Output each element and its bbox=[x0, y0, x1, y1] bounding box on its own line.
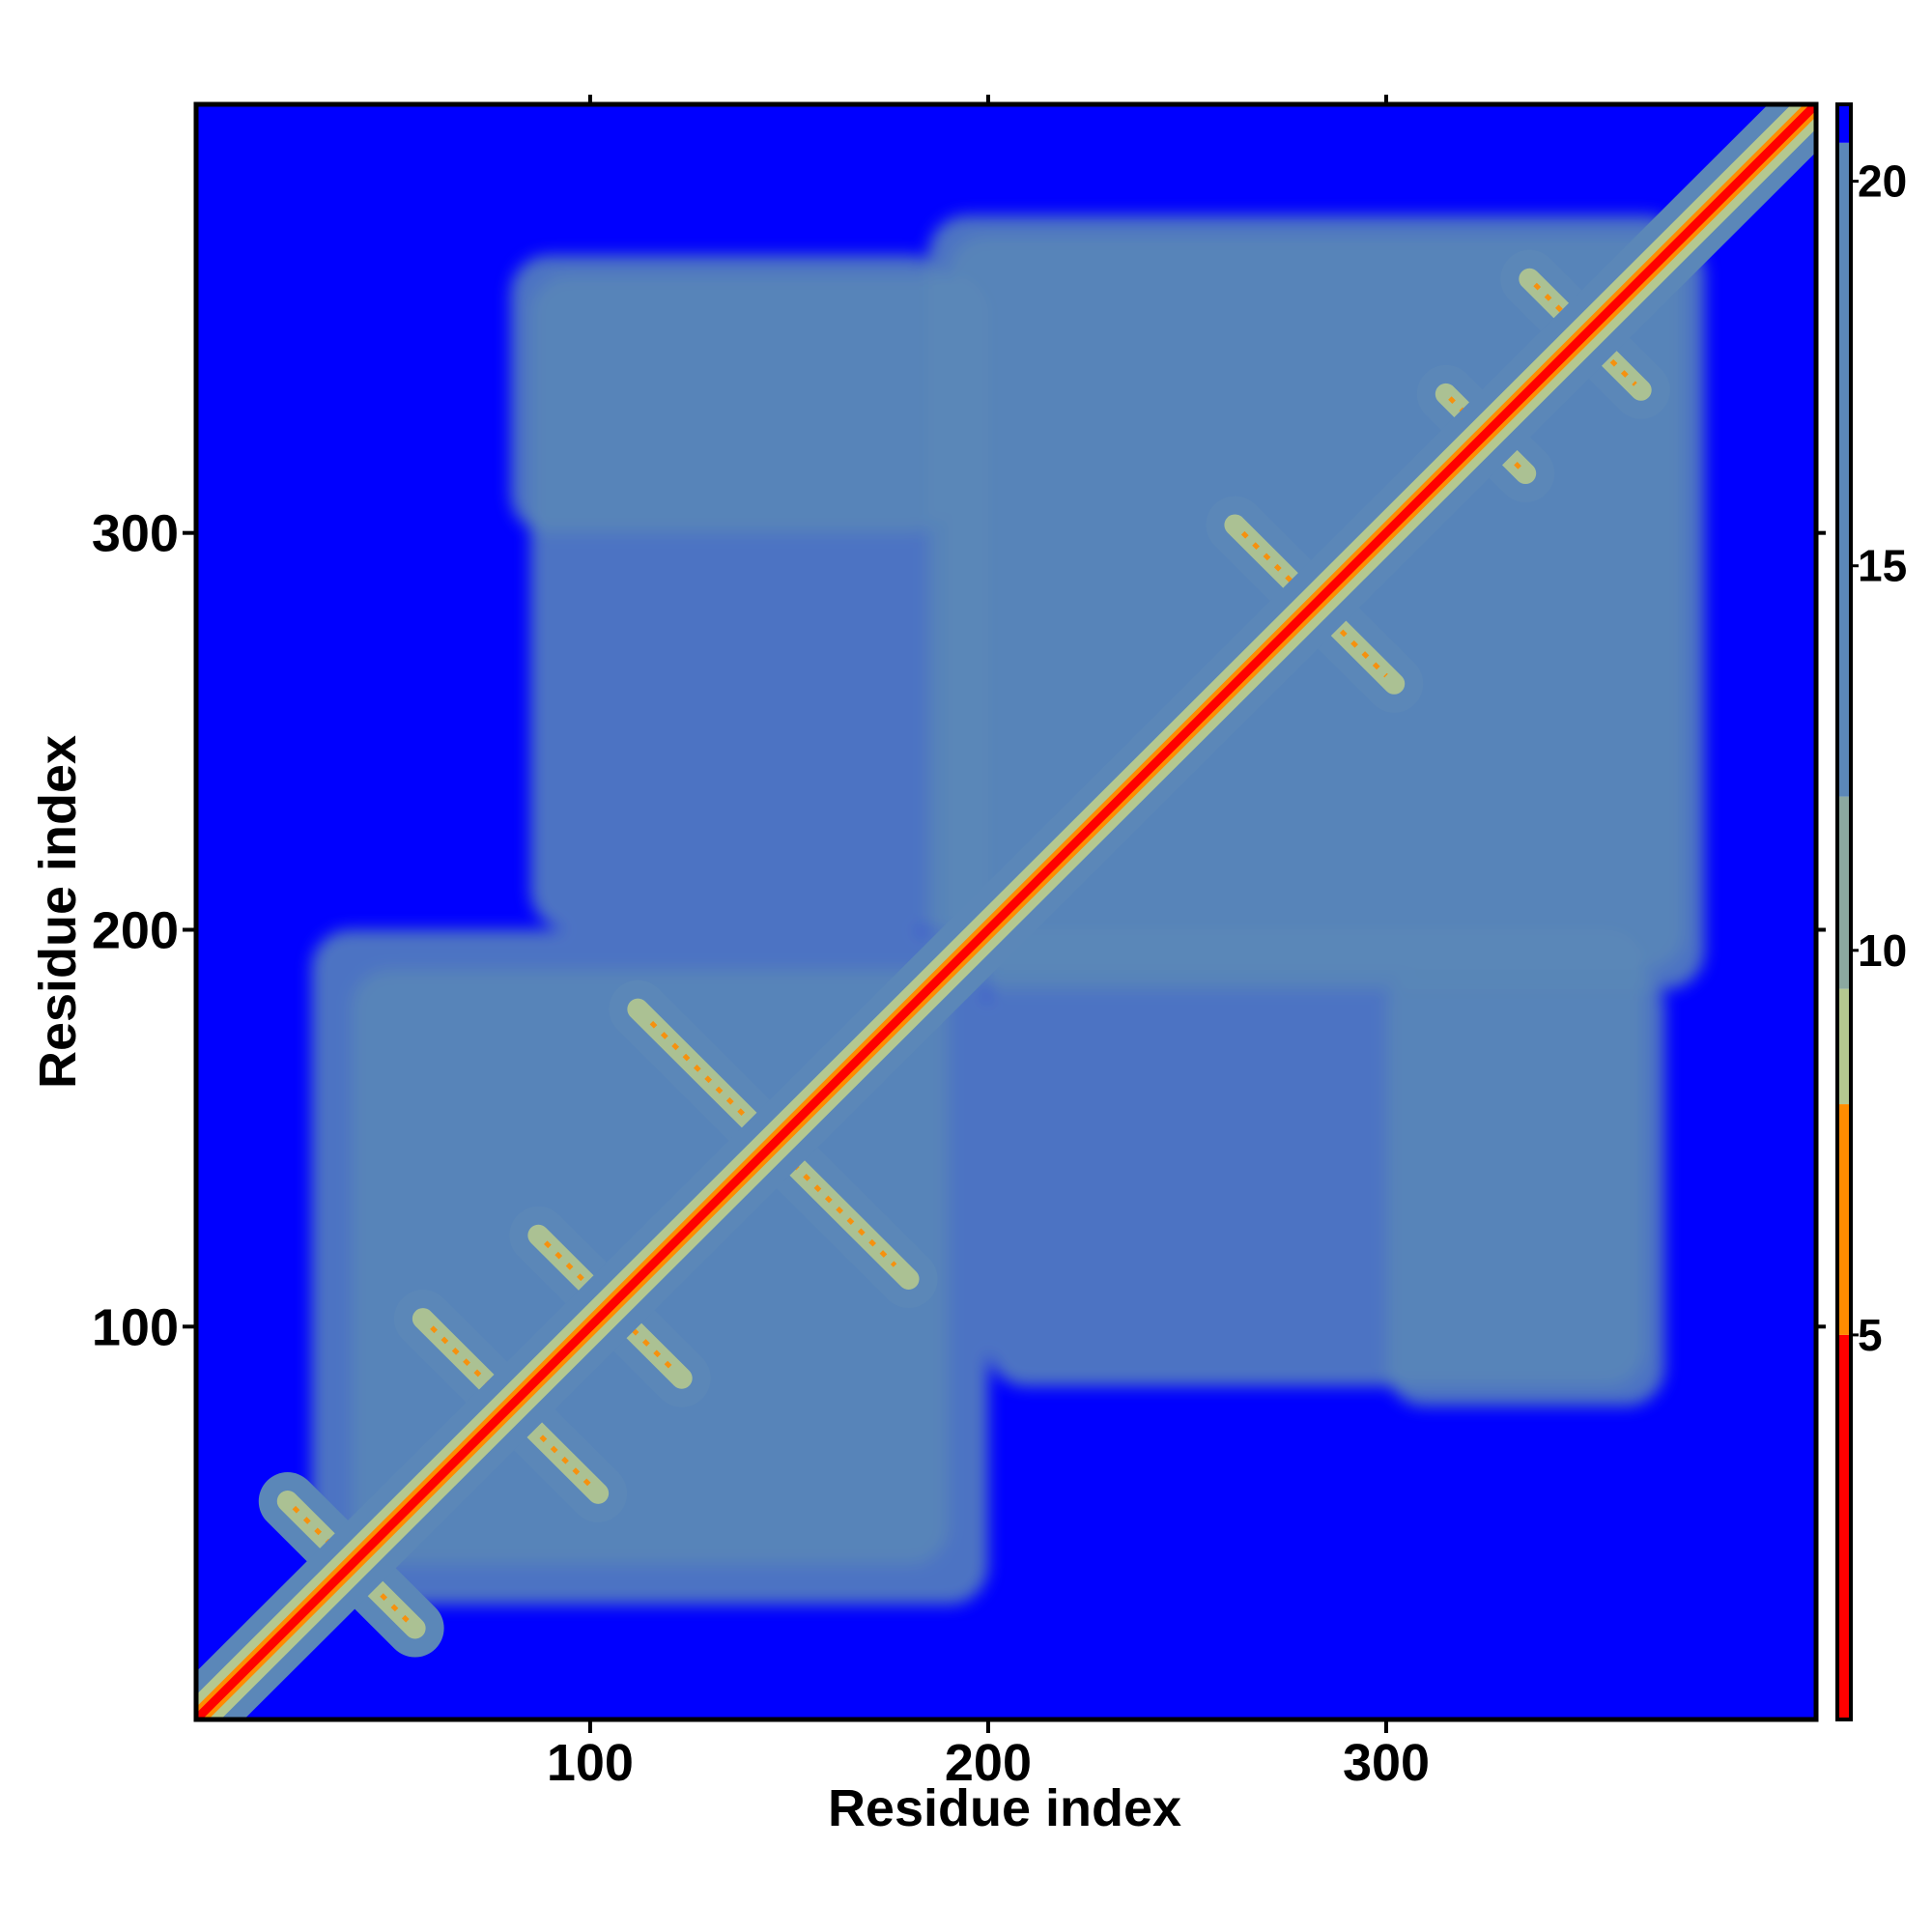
colorbar-tick-label: 5 bbox=[1858, 1310, 1883, 1360]
colorbar: 5 10 15 20 bbox=[1835, 102, 1907, 1721]
colorbar-segment bbox=[1837, 1334, 1851, 1719]
diagonal-core bbox=[196, 104, 1816, 1719]
y-axis-label: Residue index bbox=[29, 735, 87, 1089]
colorbar-segment bbox=[1837, 796, 1851, 989]
y-tick-label: 300 bbox=[92, 505, 179, 563]
colorbar-segment bbox=[1837, 142, 1851, 797]
y-axis-ticks: 100 200 300 bbox=[92, 505, 1826, 1356]
cross-band-contacts bbox=[1240, 530, 1388, 678]
x-tick-label: 100 bbox=[547, 1734, 634, 1792]
colorbar-frame bbox=[1835, 102, 1853, 1721]
plot-area bbox=[196, 104, 1816, 1719]
contact-region bbox=[987, 929, 1645, 1386]
x-tick-label: 300 bbox=[1343, 1734, 1430, 1792]
x-axis-ticks: 100 200 300 bbox=[547, 95, 1430, 1792]
colorbar-tick-label: 15 bbox=[1858, 541, 1907, 591]
colorbar-segment bbox=[1837, 104, 1851, 143]
x-axis-label: Residue index bbox=[828, 1779, 1181, 1837]
x-tick-label: 200 bbox=[945, 1734, 1032, 1792]
diagonal-band bbox=[196, 104, 1816, 1719]
colorbar-segment bbox=[1837, 988, 1851, 1105]
y-tick-label: 200 bbox=[92, 901, 179, 959]
y-tick-label: 100 bbox=[92, 1298, 179, 1356]
contact-region-mirror bbox=[530, 274, 988, 930]
plot-frame bbox=[193, 101, 1819, 1722]
colorbar-tick-label: 20 bbox=[1858, 156, 1907, 207]
colorbar-tick-label: 10 bbox=[1858, 925, 1907, 976]
colorbar-segment bbox=[1837, 1104, 1851, 1335]
